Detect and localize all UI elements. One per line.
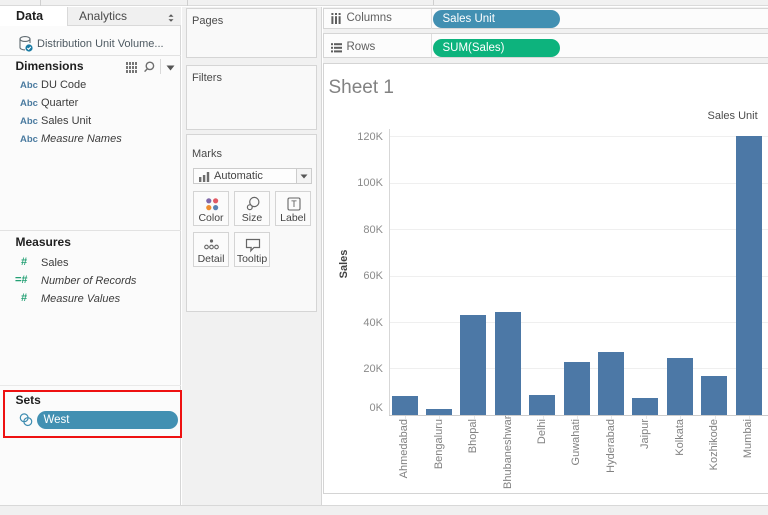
svg-text:T: T <box>291 199 297 209</box>
